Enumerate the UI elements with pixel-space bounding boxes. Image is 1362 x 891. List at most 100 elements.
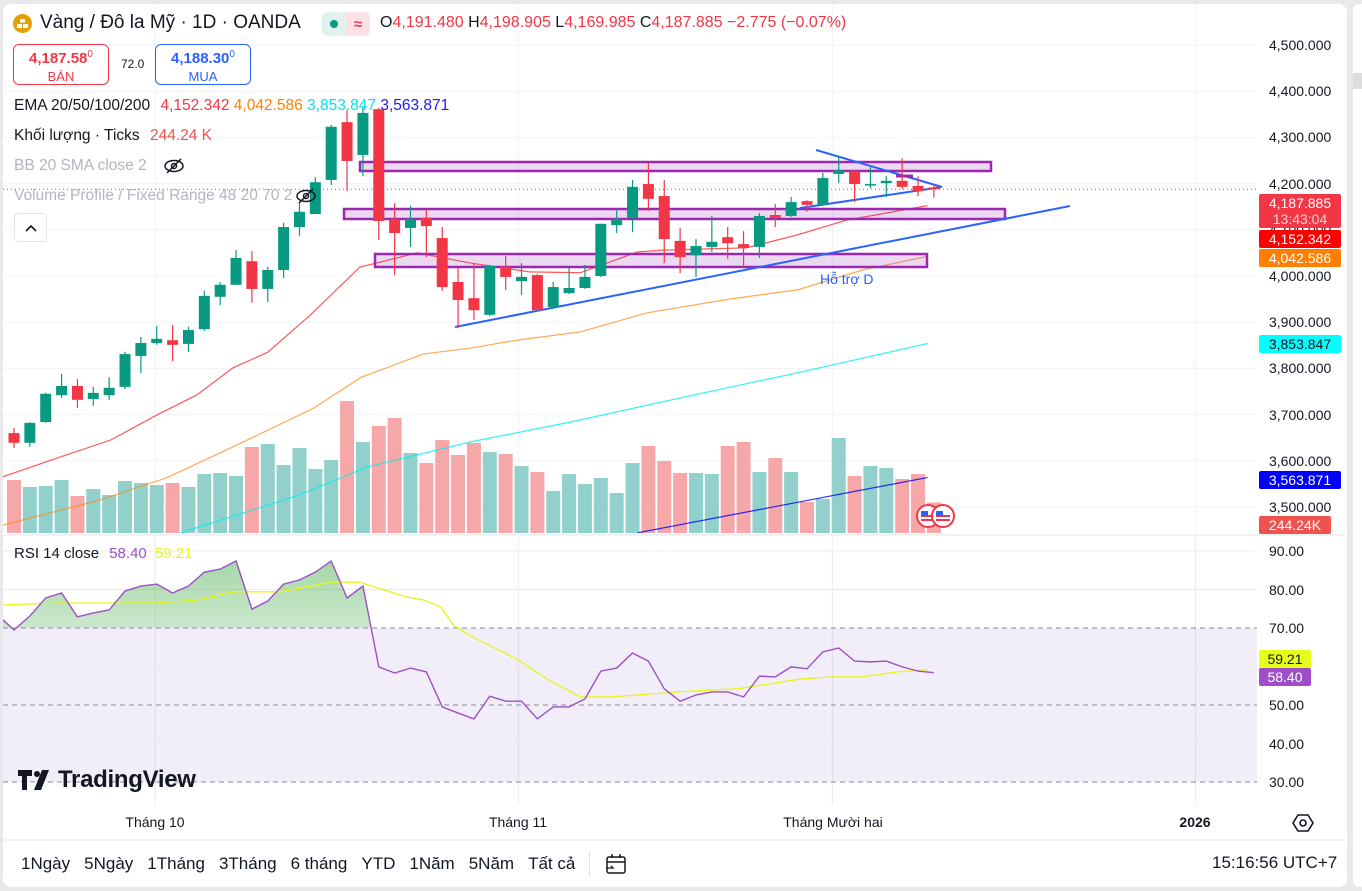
volume-bar <box>7 480 21 533</box>
price-tick-label: 3,500.000 <box>1269 499 1332 515</box>
symbol-title[interactable]: Vàng / Đô la Mỹ · 1D · OANDA <box>40 12 301 33</box>
time-label-dec: Tháng Mười hai <box>783 814 883 830</box>
volume-bar <box>815 499 830 533</box>
candle-body <box>627 186 639 218</box>
volume-bar <box>657 461 672 533</box>
support-label[interactable]: Hỗ trợ D <box>820 271 874 287</box>
candle-body <box>182 330 194 344</box>
candle <box>769 203 781 228</box>
range-5y[interactable]: 5Năm <box>468 854 515 873</box>
candle <box>151 325 163 345</box>
settings-hex-icon[interactable] <box>1292 812 1314 834</box>
legend-bb[interactable]: BB 20 SMA close 2 <box>14 157 185 175</box>
volume-bar <box>498 454 513 533</box>
candle-body <box>928 187 940 190</box>
vp-legend-name: Volume Profile / Fixed Range 48 20 70 2 <box>14 187 293 204</box>
rsi-axis-label: 58.40 <box>1259 668 1311 687</box>
mid-zone[interactable] <box>342 207 1007 221</box>
candle-body <box>167 340 179 345</box>
eye-hidden-icon[interactable] <box>163 158 185 174</box>
range-3m[interactable]: 3Tháng <box>218 854 277 873</box>
chart-canvas[interactable]: Hỗ trợ D <box>0 0 1345 845</box>
candle <box>389 203 401 276</box>
volume-bar <box>720 446 735 533</box>
buy-price: 4,188.30 <box>171 50 230 67</box>
candle <box>262 266 274 302</box>
last-price-label: 4,187.885 13:43:04 <box>1259 194 1341 229</box>
event-flags[interactable] <box>916 504 955 528</box>
clock-timezone[interactable]: 15:16:56 UTC+7 <box>1212 853 1338 872</box>
candle-body <box>690 245 702 256</box>
price-tick-label: 3,600.000 <box>1269 452 1332 469</box>
resistance-zone[interactable] <box>358 160 993 173</box>
volume-bar <box>673 473 688 533</box>
market-status-toggle[interactable]: ≈ <box>322 12 370 36</box>
legend-rsi[interactable]: RSI 14 close 58.40 59.21 <box>14 545 192 562</box>
candle <box>214 282 226 306</box>
ema20-value: 4,152.342 <box>160 97 230 114</box>
candle <box>753 213 765 258</box>
ohlc-readout: O4,191.480 H4,198.905 L4,169.985 C4,187.… <box>380 14 846 32</box>
candles <box>8 106 940 448</box>
rsi-tick-label: 90.00 <box>1269 543 1305 559</box>
candle-body <box>674 240 686 258</box>
candle <box>293 203 305 236</box>
ema50-price-label: 4,042.586 <box>1259 249 1341 268</box>
eye-hidden-icon[interactable] <box>295 188 317 204</box>
open-key: O <box>380 14 393 31</box>
candle <box>912 176 924 197</box>
brand-name: TradingView <box>58 766 196 793</box>
triangle-upper-line[interactable] <box>815 149 943 188</box>
volume-bar <box>688 473 703 533</box>
side-panel-tab[interactable] <box>1353 73 1362 89</box>
collapse-legend-button[interactable] <box>14 213 47 242</box>
volume-bar <box>435 440 450 533</box>
candle-body <box>817 178 829 205</box>
candle-body <box>420 217 432 227</box>
candle <box>182 326 194 352</box>
candle-body <box>198 295 210 330</box>
high-value: 4,198.905 <box>479 14 551 31</box>
range-all[interactable]: Tất cả <box>528 854 576 873</box>
go-to-date-calendar-icon[interactable] <box>604 852 628 876</box>
volume-bar <box>387 418 402 533</box>
candle-body <box>547 287 559 307</box>
range-6m[interactable]: 6 tháng <box>290 854 348 873</box>
price-tick-label: 3,700.000 <box>1269 406 1332 423</box>
candle <box>642 162 654 211</box>
time-label-nov: Tháng 11 <box>488 814 548 830</box>
candle-body <box>278 227 290 270</box>
volume-bar <box>577 484 592 533</box>
volume-bar <box>340 401 355 533</box>
us-flag-icon[interactable] <box>931 504 955 528</box>
range-5d[interactable]: 5Ngày <box>84 854 134 873</box>
volume-bar <box>482 452 497 533</box>
sell-button[interactable]: 4,187.580 BÁN <box>13 44 109 85</box>
candle <box>341 110 353 191</box>
candle-body <box>801 201 813 205</box>
range-1y[interactable]: 1Năm <box>409 854 455 873</box>
candle-body <box>563 288 575 294</box>
candle <box>849 170 861 203</box>
legend-ema[interactable]: EMA 20/50/100/200 4,152.342 4,042.586 3,… <box>14 97 449 115</box>
bb-legend-name: BB 20 SMA close 2 <box>14 157 147 174</box>
volume-bar <box>847 476 862 533</box>
candle <box>579 264 591 289</box>
candle <box>325 124 337 185</box>
volume-bar <box>244 447 259 533</box>
price-tick-label: 4,300.000 <box>1269 129 1332 146</box>
range-1m[interactable]: 1Tháng <box>147 854 205 873</box>
range-ytd[interactable]: YTD <box>361 854 396 873</box>
support-zone[interactable] <box>373 252 929 269</box>
buy-button[interactable]: 4,188.300 MUA <box>155 44 251 85</box>
drawings[interactable] <box>342 149 1071 328</box>
price-tick-label: 3,800.000 <box>1269 360 1332 377</box>
range-1d[interactable]: 1Ngày <box>21 854 71 873</box>
tradingview-logo-icon <box>18 770 49 790</box>
market-open-icon <box>322 12 346 36</box>
legend-volume[interactable]: Khối lượng · Ticks 244.24 K <box>14 127 212 145</box>
legend-volume-profile[interactable]: Volume Profile / Fixed Range 48 20 70 2 <box>14 187 317 205</box>
price-tick-label: 4,400.000 <box>1269 83 1332 100</box>
candle-body <box>436 238 448 288</box>
volume-bar <box>863 466 878 533</box>
